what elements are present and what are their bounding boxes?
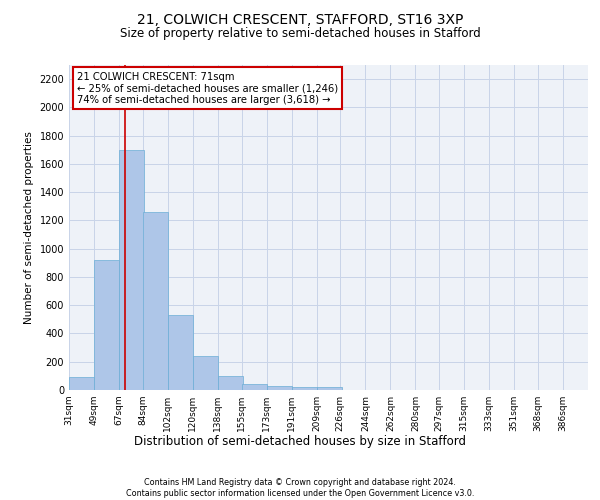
Bar (143, 212, 168, 390)
Y-axis label: Number of semi-detached properties: Number of semi-detached properties (24, 131, 34, 324)
Bar (218, 376, 243, 390)
Bar (69, 378, 94, 390)
Bar (292, 387, 317, 390)
Bar (317, 387, 342, 390)
Bar (119, 150, 144, 390)
Text: 21 COLWICH CRESCENT: 71sqm
← 25% of semi-detached houses are smaller (1,246)
74%: 21 COLWICH CRESCENT: 71sqm ← 25% of semi… (77, 72, 338, 104)
Bar (168, 315, 193, 390)
Bar (193, 356, 218, 390)
Bar (242, 384, 266, 390)
Text: 21, COLWICH CRESCENT, STAFFORD, ST16 3XP: 21, COLWICH CRESCENT, STAFFORD, ST16 3XP (137, 12, 463, 26)
Text: Contains HM Land Registry data © Crown copyright and database right 2024.
Contai: Contains HM Land Registry data © Crown c… (126, 478, 474, 498)
Bar (94, 260, 119, 390)
Text: Size of property relative to semi-detached houses in Stafford: Size of property relative to semi-detach… (119, 28, 481, 40)
Bar (266, 386, 292, 390)
Text: Distribution of semi-detached houses by size in Stafford: Distribution of semi-detached houses by … (134, 435, 466, 448)
